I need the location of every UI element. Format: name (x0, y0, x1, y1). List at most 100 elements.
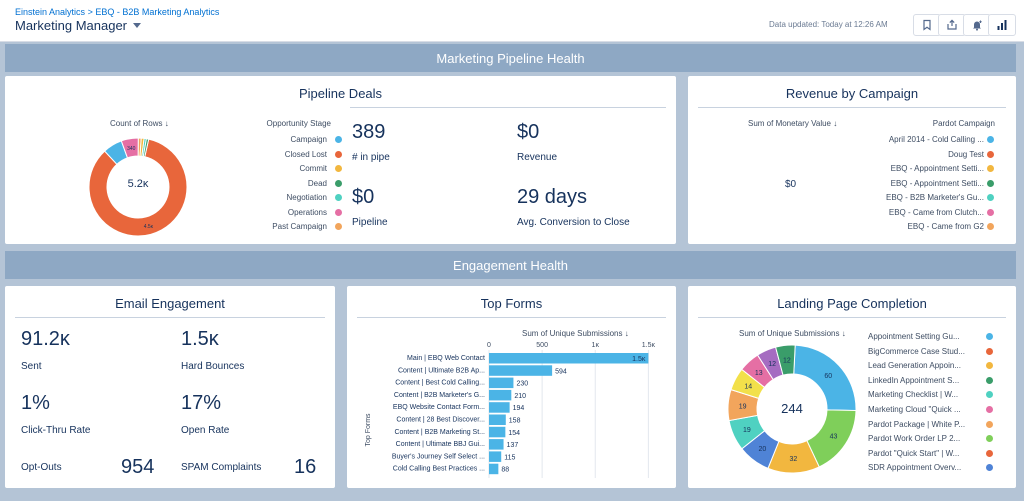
legend-swatch (335, 208, 342, 216)
notify-button[interactable] (963, 14, 991, 36)
legend-item-label: Appointment Setting Gu... (868, 332, 960, 341)
divider (350, 107, 666, 108)
chevron-down-icon[interactable] (133, 23, 141, 28)
bar[interactable] (489, 353, 649, 364)
explore-button[interactable] (988, 14, 1016, 36)
top-forms-bar-chart[interactable]: 0 500 1ĸ 1.5ĸ Top Forms Main | EBQ Web Contac… (347, 338, 676, 486)
legend-item-label: Marketing Checklist | W... (868, 390, 959, 400)
breadcrumb-root-link[interactable]: Einstein Analytics (15, 7, 86, 17)
category-label: EBQ Website Contact Form... (393, 404, 485, 411)
donut-slice[interactable] (88, 138, 188, 237)
bar[interactable] (489, 389, 512, 401)
legend-swatch (986, 333, 993, 340)
spam-complaints-label: SPAM Complaints (181, 462, 262, 473)
category-label: Content | Ultimate BBJ Gui... (396, 441, 485, 448)
legend-item-label: LinkedIn Appointment S... (868, 375, 960, 385)
divider (698, 317, 1006, 318)
legend-swatch (987, 165, 994, 172)
slice-data-label: 60 (824, 373, 832, 380)
kpi-label: Sent (21, 361, 42, 372)
bar[interactable] (489, 365, 553, 376)
legend-swatch (986, 406, 993, 413)
legend-swatch (986, 391, 993, 399)
legend-item-label: Marketing Cloud "Quick ... (868, 405, 961, 414)
bookmark-button[interactable] (913, 14, 941, 36)
legend-item-label: SDR Appointment Overv... (868, 463, 962, 473)
slice-data-label: 19 (743, 427, 751, 434)
legend-swatch (987, 179, 994, 187)
bar[interactable] (489, 463, 499, 475)
revenue-by-campaign-card: Revenue by Campaign Sum of Monetary Valu… (688, 76, 1016, 244)
opt-outs-value: 954 (121, 456, 155, 478)
legend-item-label: Past Campaign (272, 222, 327, 231)
legend-item-label: Doug Test (948, 149, 984, 159)
share-button[interactable] (938, 14, 966, 36)
legend-title: Pardot Campaign (932, 119, 995, 128)
donut-slice[interactable] (142, 138, 150, 158)
bar-data-label: 158 (509, 418, 521, 425)
legend-item-label: April 2014 - Cold Calling ... (888, 135, 984, 144)
bar[interactable] (489, 414, 506, 426)
slice-data-label: 14 (744, 383, 752, 390)
kpi-value: 17% (181, 392, 222, 414)
bar[interactable] (489, 451, 502, 462)
legend-swatch (335, 150, 342, 158)
kpi-value: $0 (352, 186, 375, 208)
legend-swatch (986, 464, 993, 472)
category-label: Content | Best Cold Calling... (395, 380, 485, 387)
app-header: Einstein Analytics > EBQ - B2B Marketing… (0, 0, 1024, 42)
legend-item-label: Commit (299, 164, 327, 173)
bar[interactable] (489, 439, 504, 450)
kpi-label: Open Rate (181, 425, 230, 436)
legend-swatch (987, 208, 994, 216)
legend-swatch (986, 420, 993, 428)
axis-tick-label: 500 (536, 342, 548, 349)
category-label: Buyer's Journey Self Select ... (392, 453, 485, 460)
slice-data-label: 43 (830, 434, 838, 441)
bar-data-label: 594 (555, 368, 567, 375)
bar-data-label: 210 (514, 393, 526, 400)
category-label: Content | B2B Marketing St... (394, 429, 485, 436)
donut-slice[interactable] (774, 344, 796, 376)
bar-data-label: 154 (508, 430, 520, 437)
legend-swatch (986, 362, 993, 370)
bar-data-label: 115 (504, 454, 515, 461)
slice-data-label: 32 (789, 456, 797, 463)
breadcrumb-app-link[interactable]: EBQ - B2B Marketing Analytics (95, 7, 220, 17)
share-icon (947, 19, 957, 30)
y-axis-title: Top Forms (365, 413, 372, 447)
revenue-measure-label: Sum of Monetary Value ↓ (748, 119, 838, 128)
slice-data-label: 12 (783, 357, 791, 364)
kpi-label: Avg. Conversion to Close (517, 217, 630, 228)
legend-item-label: Operations (287, 207, 327, 217)
kpi-label: # in pipe (352, 152, 390, 163)
legend-swatch (986, 347, 993, 355)
slice-data-label: 20 (758, 446, 766, 453)
landing-measure-label: Sum of Unique Submissions ↓ (739, 329, 846, 338)
legend-swatch (987, 150, 994, 158)
email-engagement-title: Email Engagement (115, 296, 225, 311)
legend-item-label: Dead (307, 178, 327, 188)
slice-data-label: 19 (739, 403, 747, 410)
legend-item-label: EBQ - Came from G2 (907, 222, 984, 231)
slice-data-label: 340 (127, 146, 136, 152)
legend-item-label: Closed Lost (284, 149, 327, 159)
divider (357, 317, 666, 318)
bar[interactable] (489, 402, 510, 413)
category-label: Content | 28 Best Discover... (396, 417, 485, 424)
category-label: Content | B2B Marketer's G... (394, 392, 485, 399)
category-label: Main | EBQ Web Contact (407, 355, 485, 362)
top-forms-card: Top Forms Sum of Unique Submissions ↓ 0 5… (347, 286, 676, 488)
pipeline-deals-title: Pipeline Deals (298, 86, 383, 101)
legend-swatch (335, 223, 342, 230)
bar[interactable] (489, 426, 506, 438)
opt-outs-label: Opt-Outs (21, 462, 62, 473)
kpi-label: Pipeline (352, 217, 388, 228)
bar[interactable] (489, 377, 514, 389)
legend-swatch (335, 165, 342, 172)
divider (15, 317, 325, 318)
legend-swatch (335, 194, 342, 201)
pipeline-donut-chart[interactable]: 4.5ĸ 340 (83, 132, 193, 242)
category-label: Content | Ultimate B2B Ap... (398, 367, 485, 374)
